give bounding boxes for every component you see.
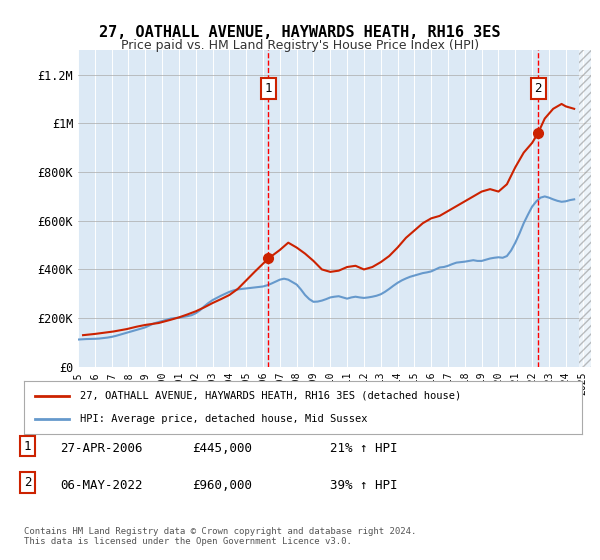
Text: 39% ↑ HPI: 39% ↑ HPI xyxy=(330,479,398,492)
Text: 06-MAY-2022: 06-MAY-2022 xyxy=(60,479,143,492)
Text: Contains HM Land Registry data © Crown copyright and database right 2024.
This d: Contains HM Land Registry data © Crown c… xyxy=(24,526,416,546)
Text: HPI: Average price, detached house, Mid Sussex: HPI: Average price, detached house, Mid … xyxy=(80,414,367,424)
Text: 21% ↑ HPI: 21% ↑ HPI xyxy=(330,442,398,455)
Text: 2: 2 xyxy=(24,476,32,489)
Text: 27, OATHALL AVENUE, HAYWARDS HEATH, RH16 3ES: 27, OATHALL AVENUE, HAYWARDS HEATH, RH16… xyxy=(99,25,501,40)
Text: 1: 1 xyxy=(265,82,272,95)
Text: £445,000: £445,000 xyxy=(192,442,252,455)
Text: 27, OATHALL AVENUE, HAYWARDS HEATH, RH16 3ES (detached house): 27, OATHALL AVENUE, HAYWARDS HEATH, RH16… xyxy=(80,391,461,401)
Text: £960,000: £960,000 xyxy=(192,479,252,492)
Text: 27-APR-2006: 27-APR-2006 xyxy=(60,442,143,455)
Text: 2: 2 xyxy=(534,82,542,95)
Text: Price paid vs. HM Land Registry's House Price Index (HPI): Price paid vs. HM Land Registry's House … xyxy=(121,39,479,52)
Bar xyxy=(579,50,591,367)
Text: 1: 1 xyxy=(24,440,32,452)
